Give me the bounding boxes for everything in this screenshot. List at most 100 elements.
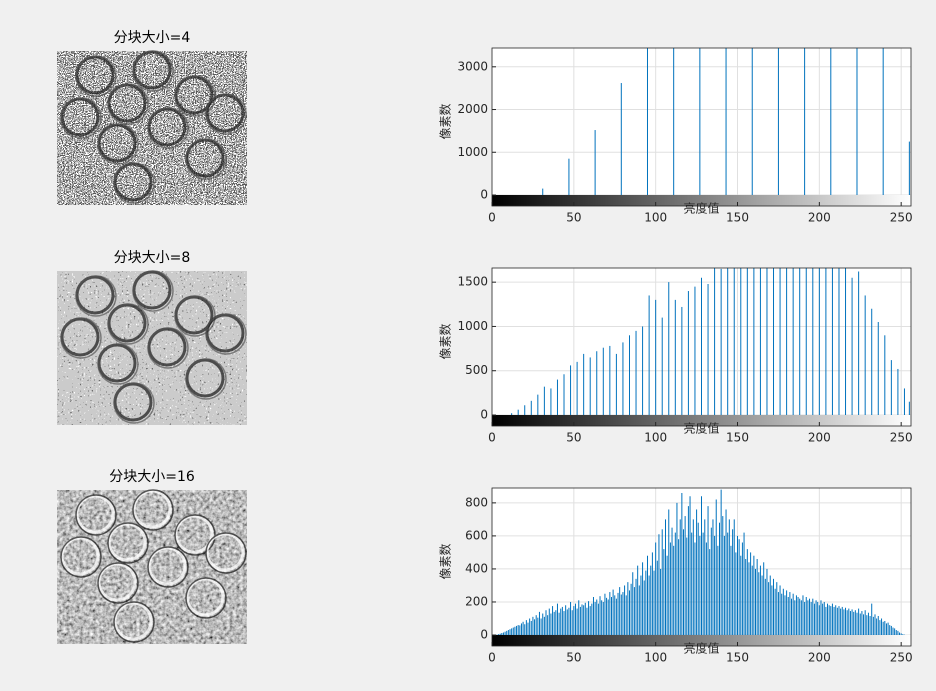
y-tick-label: 2000 xyxy=(457,102,488,116)
y-tick-label: 500 xyxy=(465,363,488,377)
colorbar xyxy=(492,195,911,206)
coin-edge xyxy=(132,270,174,312)
coin-outline xyxy=(205,313,245,353)
coin-edge xyxy=(185,358,227,400)
y-tick-label: 1000 xyxy=(457,319,488,333)
coin-outline xyxy=(107,303,147,343)
coin-edge xyxy=(174,295,216,337)
image xyxy=(57,489,247,644)
coin-outline xyxy=(97,343,137,383)
y-axis-label: 像素数 xyxy=(438,543,453,579)
coin-edge xyxy=(97,343,139,385)
y-axis-label: 像素数 xyxy=(438,103,453,139)
coin-edge xyxy=(107,303,149,345)
bars xyxy=(496,489,905,635)
y-tick-label: 400 xyxy=(465,561,488,575)
coin-outline xyxy=(113,162,153,202)
coin-edge xyxy=(60,97,102,139)
image xyxy=(57,50,247,205)
coin-outline xyxy=(60,536,100,576)
x-tick-label: 50 xyxy=(566,431,581,445)
x-tick-label: 150 xyxy=(726,211,749,225)
bars xyxy=(542,48,910,195)
x-tick-label: 250 xyxy=(890,211,913,225)
coin-edge xyxy=(205,532,247,574)
coin-edge xyxy=(75,494,117,536)
coin-outline xyxy=(75,275,115,315)
coin-edge xyxy=(147,107,189,149)
coin-outline xyxy=(174,75,214,115)
coin-edge xyxy=(107,83,149,125)
x-tick-label: 50 xyxy=(566,211,581,225)
x-tick-label: 250 xyxy=(890,431,913,445)
coin-edge xyxy=(147,546,189,588)
axes-box xyxy=(491,487,912,647)
coin-outline xyxy=(132,50,172,90)
image-title: 分块大小=4 xyxy=(114,30,191,46)
coin-outline xyxy=(97,123,137,163)
image xyxy=(57,270,247,425)
y-tick-label: 600 xyxy=(465,528,488,542)
coin-edge xyxy=(113,162,155,204)
coin-edge xyxy=(75,275,117,317)
coin-outline xyxy=(60,317,100,357)
coin-outline xyxy=(75,494,115,534)
coin-outline xyxy=(113,382,153,422)
x-axis-label: 亮度值 xyxy=(683,641,719,656)
y-tick-label: 0 xyxy=(480,408,488,422)
x-tick-label: 0 xyxy=(488,651,496,665)
coin-outline xyxy=(113,601,153,641)
image-title: 分块大小=8 xyxy=(114,250,191,266)
coin-outline xyxy=(147,327,187,367)
coin-edge xyxy=(185,138,227,180)
x-axis-label: 亮度值 xyxy=(683,421,719,436)
coin-edge xyxy=(132,489,174,531)
coin-edge xyxy=(147,327,189,369)
coin-outline xyxy=(75,55,115,95)
colorbar xyxy=(492,635,911,646)
axes-background xyxy=(492,48,911,206)
x-tick-label: 50 xyxy=(566,651,581,665)
coin-outline xyxy=(107,522,147,562)
coin-outline xyxy=(132,489,172,529)
coin-outline xyxy=(97,562,137,602)
coin-outline xyxy=(205,93,245,133)
coin-outline xyxy=(147,107,187,147)
coin-outline xyxy=(185,358,225,398)
x-tick-label: 200 xyxy=(808,651,831,665)
x-tick-label: 100 xyxy=(644,211,667,225)
x-tick-label: 250 xyxy=(890,651,913,665)
y-tick-label: 0 xyxy=(480,628,488,642)
colorbar xyxy=(492,415,911,426)
coin-edge xyxy=(174,75,216,117)
coin-edge xyxy=(205,93,247,135)
coin-outline xyxy=(147,546,187,586)
coin-edge xyxy=(174,514,216,556)
coin-outline xyxy=(132,270,172,310)
coin-outline xyxy=(205,532,245,572)
coin-edge xyxy=(75,55,117,97)
coin-outline xyxy=(60,97,100,137)
coin-edge xyxy=(185,577,227,619)
x-tick-label: 100 xyxy=(644,431,667,445)
coin-edge xyxy=(205,313,247,355)
y-tick-label: 200 xyxy=(465,594,488,608)
x-tick-label: 200 xyxy=(808,431,831,445)
x-tick-label: 150 xyxy=(726,431,749,445)
y-tick-label: 1500 xyxy=(457,275,488,289)
x-axis-label: 亮度值 xyxy=(683,201,719,216)
axes-box xyxy=(491,47,912,207)
coin-edge xyxy=(60,317,102,359)
coin-edge xyxy=(113,601,155,643)
y-tick-label: 0 xyxy=(480,188,488,202)
x-tick-label: 200 xyxy=(808,211,831,225)
coin-outline xyxy=(174,514,214,554)
coin-outline xyxy=(185,577,225,617)
bars xyxy=(511,268,910,415)
x-tick-label: 0 xyxy=(488,431,496,445)
coin-edge xyxy=(60,536,102,578)
coin-edge xyxy=(97,562,139,604)
coin-edge xyxy=(97,123,139,165)
x-tick-label: 150 xyxy=(726,651,749,665)
